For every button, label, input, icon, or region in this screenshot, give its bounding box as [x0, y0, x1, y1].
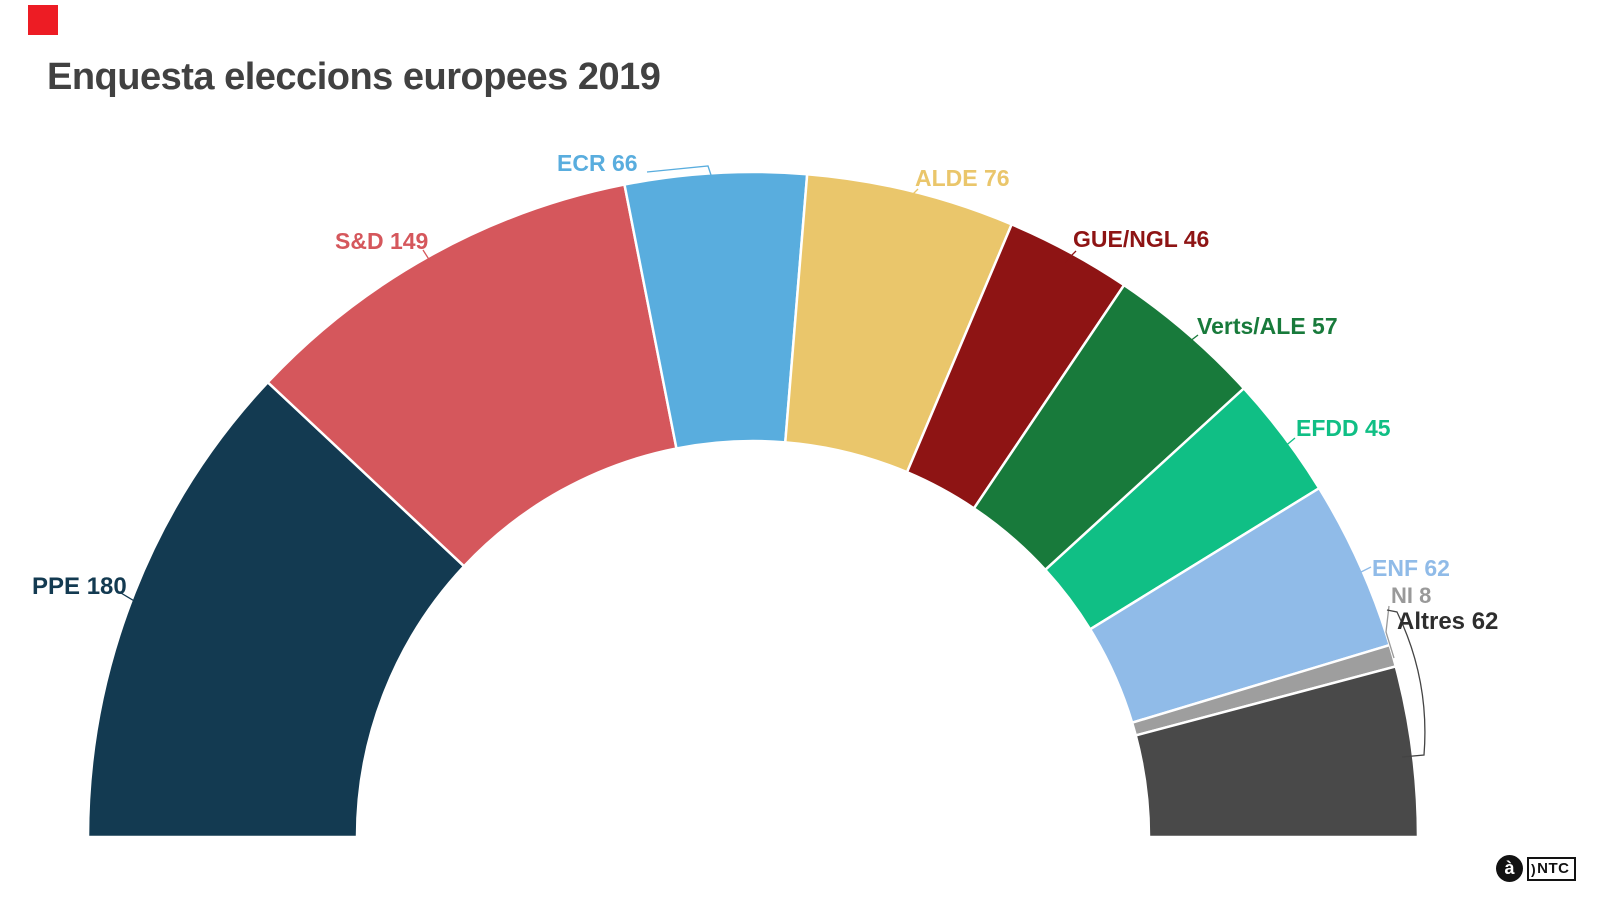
- slice-sd: [266, 183, 678, 568]
- leader-verts-ale: [1184, 334, 1199, 346]
- slice-label-ecr: ECR 66: [557, 150, 638, 176]
- ntc-logo-box: ) NTC: [1527, 856, 1576, 881]
- leader-ni: [1385, 605, 1395, 659]
- leader-efdd: [1282, 437, 1296, 449]
- slice-altres: [1134, 664, 1420, 839]
- label-leader-lines: [120, 165, 1426, 758]
- ntc-bracket-glyph: ): [1531, 860, 1537, 877]
- leader-sd: [422, 249, 431, 262]
- ntc-logo: à ) NTC: [1496, 855, 1576, 882]
- nacio-a-glyph: à: [1504, 857, 1515, 878]
- leader-enf: [1358, 566, 1372, 574]
- nacio-circle-icon: à: [1496, 855, 1523, 882]
- arc-slices: [86, 170, 1420, 839]
- slice-label-ni: NI 8: [1391, 583, 1432, 608]
- leader-ecr: [646, 165, 713, 179]
- ntc-logo-text: NTC: [1537, 860, 1570, 877]
- slice-label-alde: ALDE 76: [915, 165, 1010, 191]
- bracket-altres: [1386, 609, 1426, 758]
- slice-label-enf: ENF 62: [1372, 555, 1450, 581]
- page-title: Enquesta eleccions europees 2019: [47, 56, 661, 98]
- slice-label-verts-ale: Verts/ALE 57: [1197, 313, 1338, 339]
- slice-ppe: [86, 380, 466, 839]
- leader-ppe: [120, 592, 137, 603]
- brand-red-square: [28, 5, 58, 35]
- slice-label-ppe: PPE 180: [32, 573, 127, 600]
- slice-label-gue-ngl: GUE/NGL 46: [1073, 226, 1210, 252]
- slice-label-altres: Altres 62: [1397, 608, 1499, 635]
- leader-gue-ngl: [1063, 250, 1077, 264]
- slice-label-efdd: EFDD 45: [1296, 415, 1391, 441]
- slice-label-sd: S&D 149: [335, 228, 429, 254]
- leader-alde: [910, 188, 919, 197]
